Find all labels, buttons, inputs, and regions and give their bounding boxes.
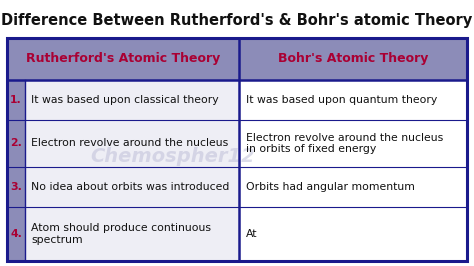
Bar <box>7 38 239 80</box>
Text: 3.: 3. <box>10 182 22 192</box>
Text: 4.: 4. <box>10 229 22 239</box>
Text: Electron revolve around the nucleus: Electron revolve around the nucleus <box>31 138 228 148</box>
Bar <box>7 80 25 261</box>
Text: Bohr's Atomic Theory: Bohr's Atomic Theory <box>278 52 428 65</box>
Text: Difference Between Rutherford's & Bohr's atomic Theory: Difference Between Rutherford's & Bohr's… <box>1 13 473 28</box>
Bar <box>7 38 467 261</box>
Text: Electron revolve around the nucleus
in orbits of fixed energy: Electron revolve around the nucleus in o… <box>246 132 444 154</box>
Text: No idea about orbits was introduced: No idea about orbits was introduced <box>31 182 229 192</box>
Text: At: At <box>246 229 258 239</box>
Text: Atom should produce continuous
spectrum: Atom should produce continuous spectrum <box>31 223 211 245</box>
Text: It was based upon classical theory: It was based upon classical theory <box>31 95 219 105</box>
Text: Rutherford's Atomic Theory: Rutherford's Atomic Theory <box>26 52 220 65</box>
Bar <box>239 80 467 261</box>
Text: 2.: 2. <box>10 138 22 148</box>
Bar <box>7 80 239 261</box>
Text: It was based upon quantum theory: It was based upon quantum theory <box>246 95 438 105</box>
Bar <box>239 38 467 80</box>
Text: Chemospher12: Chemospher12 <box>91 147 255 165</box>
Text: 1.: 1. <box>10 95 22 105</box>
Text: Orbits had angular momentum: Orbits had angular momentum <box>246 182 415 192</box>
